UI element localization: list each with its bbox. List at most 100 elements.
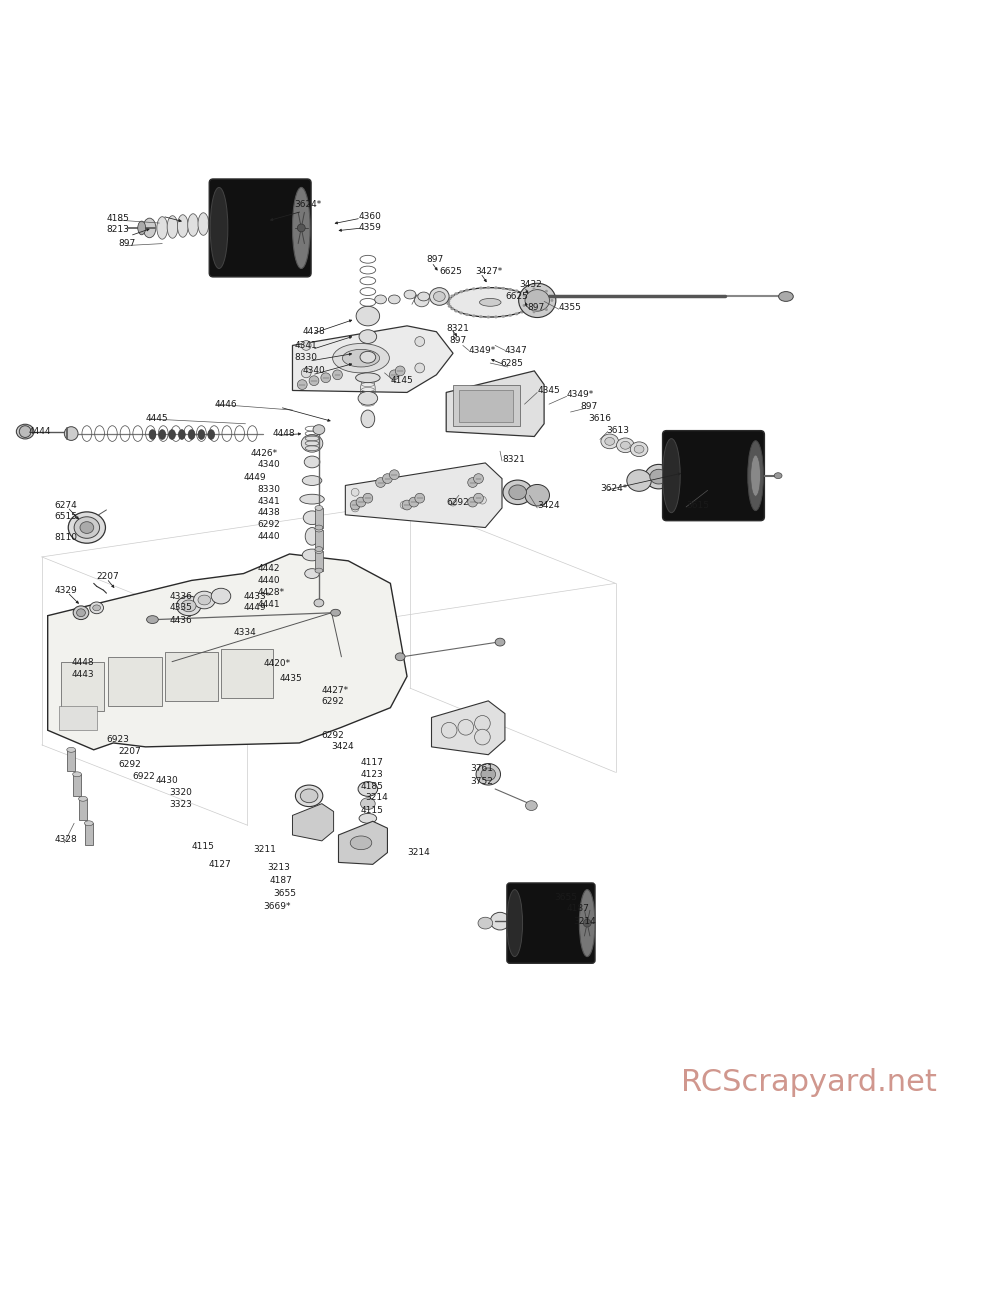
Circle shape <box>297 379 307 389</box>
Polygon shape <box>59 705 97 730</box>
Ellipse shape <box>198 595 211 604</box>
Ellipse shape <box>211 589 231 604</box>
Text: 3427*: 3427* <box>476 267 503 276</box>
Text: 897: 897 <box>580 401 598 410</box>
Text: 4445: 4445 <box>146 414 168 423</box>
Ellipse shape <box>525 484 549 506</box>
Text: 4340: 4340 <box>302 366 325 375</box>
Ellipse shape <box>486 286 490 289</box>
Text: 4440: 4440 <box>257 532 280 541</box>
Text: 4341: 4341 <box>294 340 317 349</box>
Ellipse shape <box>300 494 324 505</box>
Ellipse shape <box>77 608 85 617</box>
Text: 4448: 4448 <box>71 659 94 668</box>
Ellipse shape <box>627 470 651 492</box>
Circle shape <box>383 474 392 484</box>
Ellipse shape <box>448 298 452 300</box>
Circle shape <box>301 340 311 351</box>
Ellipse shape <box>395 653 405 661</box>
Ellipse shape <box>313 424 325 435</box>
Ellipse shape <box>302 549 322 560</box>
Text: 6292: 6292 <box>322 697 345 707</box>
Ellipse shape <box>454 309 458 312</box>
Ellipse shape <box>157 216 168 239</box>
Circle shape <box>19 426 31 437</box>
Bar <box>315 551 323 571</box>
Text: 4436: 4436 <box>169 616 192 625</box>
Ellipse shape <box>524 294 528 296</box>
Ellipse shape <box>300 789 318 802</box>
Ellipse shape <box>530 302 534 304</box>
Ellipse shape <box>774 472 782 479</box>
Ellipse shape <box>73 771 81 776</box>
Text: 3424: 3424 <box>537 501 560 510</box>
Ellipse shape <box>356 307 380 326</box>
Ellipse shape <box>634 445 644 453</box>
Polygon shape <box>221 650 273 697</box>
Ellipse shape <box>350 836 372 850</box>
Ellipse shape <box>305 528 319 545</box>
Text: 4428*: 4428* <box>257 587 284 597</box>
Ellipse shape <box>176 597 201 616</box>
Text: 4446: 4446 <box>214 400 237 409</box>
Circle shape <box>301 367 311 378</box>
Ellipse shape <box>315 527 323 532</box>
Circle shape <box>402 501 412 510</box>
Circle shape <box>321 373 331 383</box>
Text: 6625: 6625 <box>505 292 528 302</box>
Text: 4427*: 4427* <box>322 686 349 695</box>
Ellipse shape <box>314 599 324 607</box>
Ellipse shape <box>342 349 380 367</box>
Ellipse shape <box>479 299 501 307</box>
Ellipse shape <box>509 485 526 499</box>
FancyBboxPatch shape <box>507 883 595 963</box>
Text: 897: 897 <box>527 303 545 312</box>
Ellipse shape <box>73 606 89 620</box>
Circle shape <box>458 719 474 735</box>
Ellipse shape <box>167 216 178 238</box>
Polygon shape <box>446 371 544 436</box>
Ellipse shape <box>295 785 323 806</box>
Ellipse shape <box>198 212 209 236</box>
Ellipse shape <box>16 424 34 439</box>
Text: 4115: 4115 <box>361 806 384 815</box>
Ellipse shape <box>472 314 476 317</box>
Polygon shape <box>48 554 407 749</box>
Ellipse shape <box>159 430 166 440</box>
Polygon shape <box>292 326 453 392</box>
Circle shape <box>409 497 419 507</box>
Ellipse shape <box>333 343 389 373</box>
Text: 4127: 4127 <box>208 859 231 868</box>
Ellipse shape <box>331 609 340 616</box>
Text: 4442: 4442 <box>257 564 280 573</box>
Text: 6625: 6625 <box>439 267 462 276</box>
Ellipse shape <box>138 221 146 234</box>
Text: 897: 897 <box>118 239 135 248</box>
Text: 6922: 6922 <box>133 771 156 780</box>
Ellipse shape <box>501 287 505 290</box>
Ellipse shape <box>494 286 498 290</box>
Ellipse shape <box>494 316 498 318</box>
Text: 4435: 4435 <box>280 674 302 683</box>
Ellipse shape <box>545 308 548 311</box>
Circle shape <box>351 488 359 496</box>
Polygon shape <box>292 804 334 841</box>
Bar <box>315 529 323 549</box>
Ellipse shape <box>208 430 215 440</box>
Text: 4448: 4448 <box>273 430 296 439</box>
Ellipse shape <box>448 305 452 308</box>
Text: 4420*: 4420* <box>263 659 290 668</box>
Text: 4145: 4145 <box>390 377 413 386</box>
Ellipse shape <box>169 430 175 440</box>
Ellipse shape <box>779 291 793 302</box>
Ellipse shape <box>181 600 196 612</box>
Circle shape <box>475 716 490 731</box>
Ellipse shape <box>508 314 512 317</box>
Text: 4444: 4444 <box>28 427 51 436</box>
Text: 3211: 3211 <box>253 845 276 854</box>
Circle shape <box>415 493 425 503</box>
Ellipse shape <box>450 295 454 298</box>
Ellipse shape <box>519 283 556 317</box>
Text: 3424: 3424 <box>332 743 354 752</box>
Ellipse shape <box>67 748 76 752</box>
